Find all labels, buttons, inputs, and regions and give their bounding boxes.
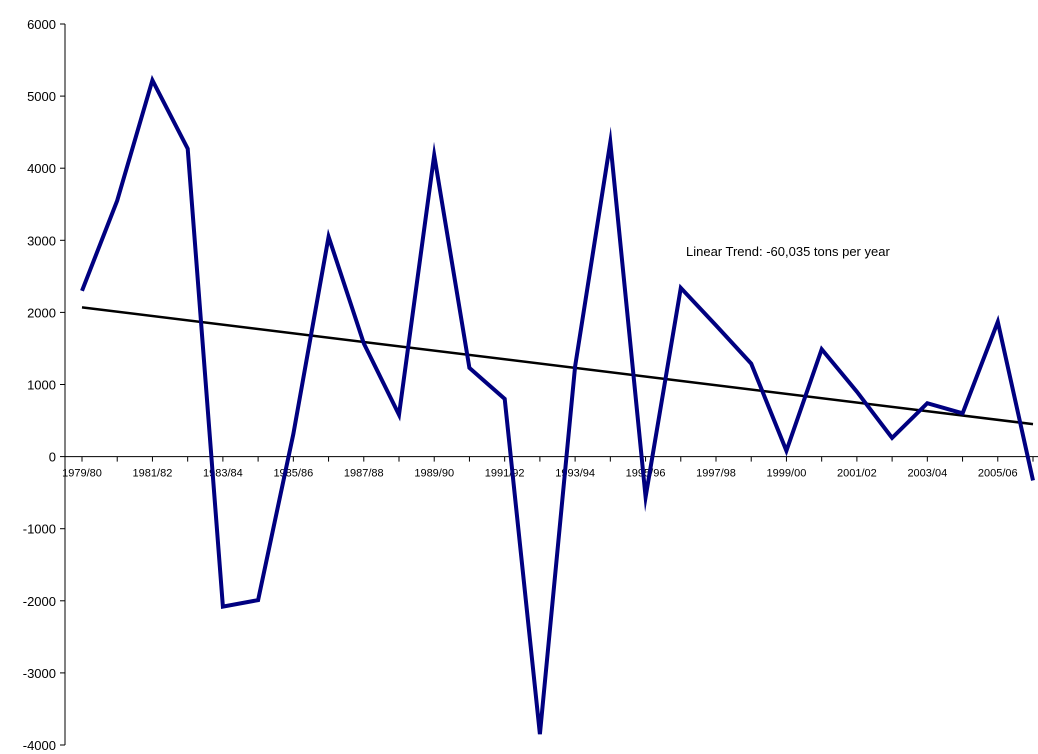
y-tick-label: -4000	[23, 738, 56, 753]
x-tick-label: 1985/86	[273, 468, 313, 480]
y-tick-label: 1000	[27, 378, 56, 393]
x-tick-label: 2005/06	[978, 468, 1018, 480]
y-axis: 6000 5000 4000 3000 2000 1000 0 -1000 -2000 -3000…	[23, 17, 66, 753]
y-tick-label: -3000	[23, 666, 56, 681]
plot-area	[80, 74, 1035, 735]
x-tick-label: 1993/94	[555, 468, 595, 480]
y-tick-label: -1000	[23, 522, 56, 537]
y-tick-label: 6000	[27, 17, 56, 32]
x-tick-label: 1989/90	[414, 468, 454, 480]
y-tick-label: 0	[49, 450, 56, 465]
x-axis: 1979/80 1981/82 1983/84 1985/86 1987/88 1989/…	[62, 456, 1038, 480]
x-tick-label: 1991/92	[485, 468, 525, 480]
y-tick-label: 5000	[27, 89, 56, 104]
trend-line	[81, 306, 1034, 426]
x-tick-label: 1979/80	[62, 468, 102, 480]
x-tick-label: 1983/84	[203, 468, 243, 480]
y-tick-label: 2000	[27, 305, 56, 320]
x-tick-label: 1987/88	[344, 468, 384, 480]
trend-annotation: Linear Trend: -60,035 tons per year	[686, 244, 890, 259]
y-tick-label: 4000	[27, 161, 56, 176]
x-tick-label: 2003/04	[907, 468, 947, 480]
x-tick-label: 1997/98	[696, 468, 736, 480]
x-tick-label: 1999/00	[767, 468, 807, 480]
x-tick-label: 2001/02	[837, 468, 877, 480]
x-tick-label: 1995/96	[626, 468, 666, 480]
series-line	[80, 74, 1035, 735]
y-tick-label: 3000	[27, 233, 56, 248]
x-tick-label: 1981/82	[133, 468, 173, 480]
y-tick-label: -2000	[23, 594, 56, 609]
